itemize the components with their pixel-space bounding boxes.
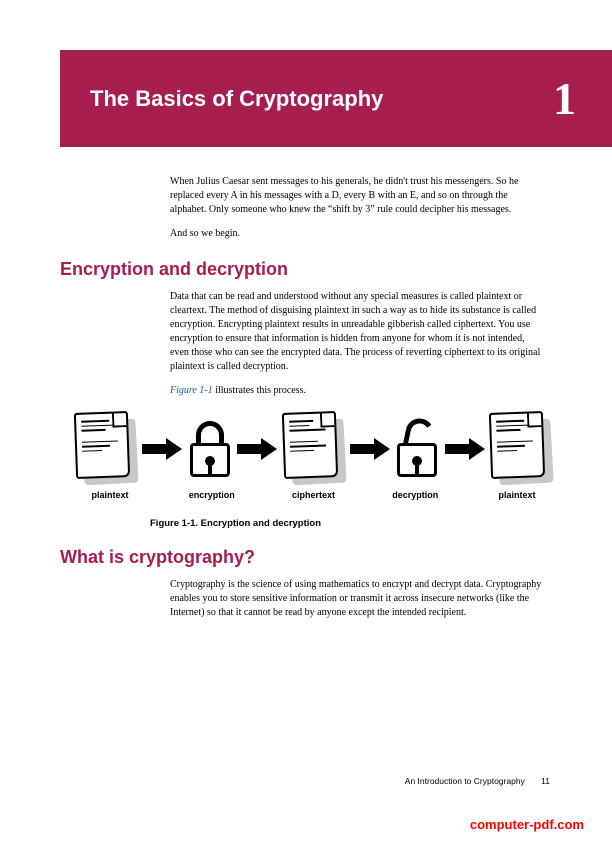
- arrow-icon: [350, 440, 390, 458]
- chapter-header: The Basics of Cryptography 1: [60, 50, 612, 147]
- label-plaintext-left: plaintext: [75, 490, 145, 500]
- intro-paragraph-1: When Julius Caesar sent messages to his …: [170, 175, 542, 217]
- figure-caption: Figure 1-1. Encryption and decryption: [150, 518, 612, 529]
- section1-body: Data that can be read and understood wit…: [170, 290, 542, 374]
- section2-body: Cryptography is the science of using mat…: [170, 578, 542, 620]
- footer-page-number: 11: [541, 776, 550, 786]
- watermark: computer-pdf.com: [470, 817, 584, 832]
- page-footer: An Introduction to Cryptography 11: [405, 776, 550, 786]
- figure-reference-tail: illustrates this process.: [213, 385, 306, 396]
- figure-reference-line: Figure 1-1 illustrates this process.: [170, 384, 542, 398]
- unlocked-padlock-icon: [395, 421, 439, 477]
- plaintext-doc-icon: [490, 412, 552, 486]
- ciphertext-doc-icon: [283, 412, 345, 486]
- label-plaintext-right: plaintext: [482, 490, 552, 500]
- arrow-icon: [142, 440, 182, 458]
- intro-paragraph-2: And so we begin.: [170, 227, 542, 241]
- label-encryption: encryption: [145, 490, 279, 500]
- plaintext-doc-icon: [75, 412, 137, 486]
- label-ciphertext: ciphertext: [279, 490, 349, 500]
- label-decryption: decryption: [349, 490, 483, 500]
- figure-reference-link[interactable]: Figure 1-1: [170, 385, 213, 396]
- section-heading-encryption: Encryption and decryption: [60, 259, 612, 280]
- figure-encryption-flow: [75, 412, 552, 486]
- chapter-title: The Basics of Cryptography: [90, 86, 383, 112]
- locked-padlock-icon: [188, 421, 232, 477]
- arrow-icon: [237, 440, 277, 458]
- footer-book-title: An Introduction to Cryptography: [405, 776, 525, 786]
- section-heading-cryptography: What is cryptography?: [60, 547, 612, 568]
- figure-labels-row: plaintext encryption ciphertext decrypti…: [75, 490, 552, 500]
- arrow-icon: [445, 440, 485, 458]
- chapter-number: 1: [553, 72, 576, 125]
